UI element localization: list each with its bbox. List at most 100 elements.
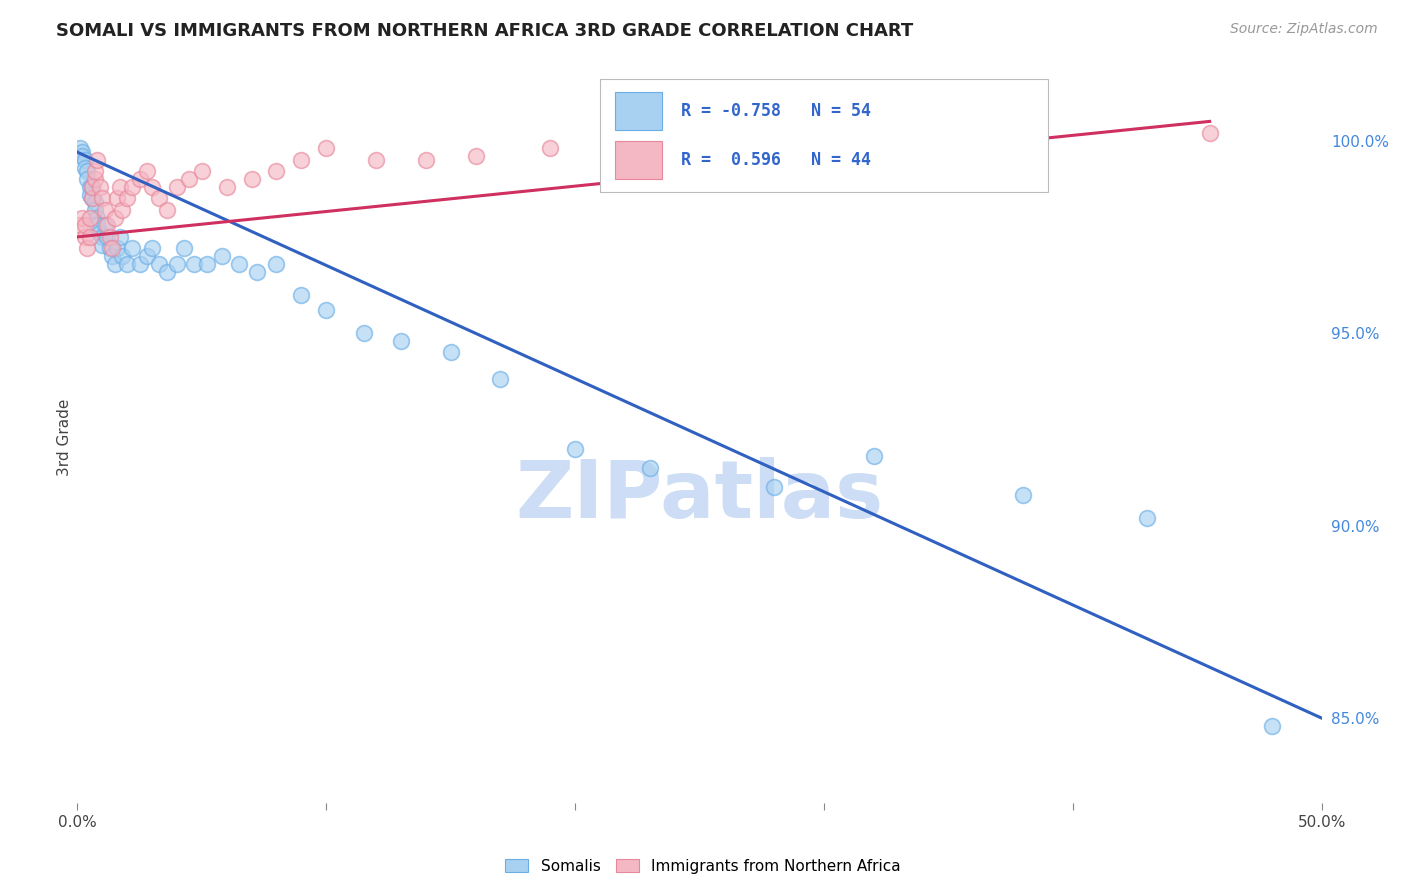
Point (315, 303, 337, 318)
Point (93, 202, 115, 217)
Point (763, 480, 786, 494)
Point (215, 179, 238, 194)
Point (76, 172, 98, 186)
Point (72, 211, 94, 225)
Point (98, 230, 121, 244)
Point (76, 242, 98, 256)
Point (638, 461, 661, 475)
Point (315, 141, 337, 155)
Point (290, 287, 312, 301)
Point (1012, 488, 1035, 502)
Point (128, 172, 150, 186)
Point (86, 211, 108, 225)
Point (148, 257, 170, 271)
Point (389, 334, 412, 348)
Point (105, 242, 128, 256)
Point (136, 164, 159, 178)
Point (96, 219, 118, 233)
Legend: Somalis, Immigrants from Northern Africa: Somalis, Immigrants from Northern Africa (499, 853, 907, 880)
Point (104, 211, 127, 225)
Point (104, 257, 127, 271)
Point (195, 257, 218, 271)
Point (862, 450, 884, 464)
Point (173, 242, 195, 256)
Point (72, 149, 94, 163)
Point (464, 149, 486, 163)
Y-axis label: 3rd Grade: 3rd Grade (56, 399, 72, 475)
Point (179, 172, 201, 186)
Point (353, 326, 375, 340)
Point (440, 345, 463, 359)
Point (613, 137, 636, 152)
Point (191, 164, 214, 178)
Point (211, 249, 233, 263)
Point (166, 179, 188, 194)
Point (79, 187, 101, 202)
Point (73, 161, 96, 175)
Point (91, 230, 114, 244)
Point (1261, 719, 1284, 733)
Point (79, 211, 101, 225)
Point (290, 153, 312, 167)
Point (115, 257, 138, 271)
Point (121, 179, 143, 194)
Point (489, 372, 512, 386)
FancyBboxPatch shape (614, 141, 662, 179)
Point (98, 242, 121, 256)
Point (136, 249, 159, 263)
FancyBboxPatch shape (600, 78, 1047, 192)
Point (938, 141, 960, 155)
Point (141, 242, 163, 256)
Point (240, 172, 263, 186)
Text: Source: ZipAtlas.com: Source: ZipAtlas.com (1230, 22, 1378, 37)
Point (415, 153, 437, 167)
Point (83, 172, 105, 186)
Point (115, 191, 138, 205)
Point (266, 164, 288, 178)
Point (166, 257, 188, 271)
Point (89, 179, 111, 194)
Point (1136, 511, 1159, 525)
Point (148, 191, 170, 205)
Point (183, 257, 205, 271)
Text: R =  0.596   N = 44: R = 0.596 N = 44 (681, 151, 870, 169)
Point (105, 191, 128, 205)
Point (79, 230, 101, 244)
Point (79, 179, 101, 194)
Point (83, 202, 105, 217)
Point (82, 179, 104, 194)
Point (101, 249, 124, 263)
Text: R = -0.758   N = 54: R = -0.758 N = 54 (681, 102, 870, 120)
Point (141, 179, 163, 194)
Point (564, 442, 586, 456)
Point (156, 264, 179, 278)
Point (82, 179, 104, 194)
Point (108, 230, 131, 244)
Point (91, 191, 114, 205)
Point (86, 219, 108, 233)
Text: SOMALI VS IMMIGRANTS FROM NORTHERN AFRICA 3RD GRADE CORRELATION CHART: SOMALI VS IMMIGRANTS FROM NORTHERN AFRIC… (56, 22, 914, 40)
Point (364, 153, 387, 167)
Point (82, 191, 104, 205)
Point (73, 153, 96, 167)
Point (228, 257, 250, 271)
Point (86, 153, 108, 167)
Point (82, 191, 104, 205)
Point (538, 141, 561, 155)
Point (83, 195, 105, 210)
Point (266, 257, 288, 271)
Point (101, 242, 124, 256)
Point (83, 164, 105, 178)
Point (76, 164, 98, 178)
Point (91, 237, 114, 252)
Point (245, 264, 267, 278)
Text: ZIPatlas: ZIPatlas (516, 457, 883, 534)
Point (121, 242, 143, 256)
Point (73, 230, 96, 244)
Point (89, 226, 111, 240)
Point (111, 249, 134, 263)
Point (156, 202, 179, 217)
Point (69, 141, 91, 155)
Point (128, 257, 150, 271)
Point (1198, 126, 1220, 140)
